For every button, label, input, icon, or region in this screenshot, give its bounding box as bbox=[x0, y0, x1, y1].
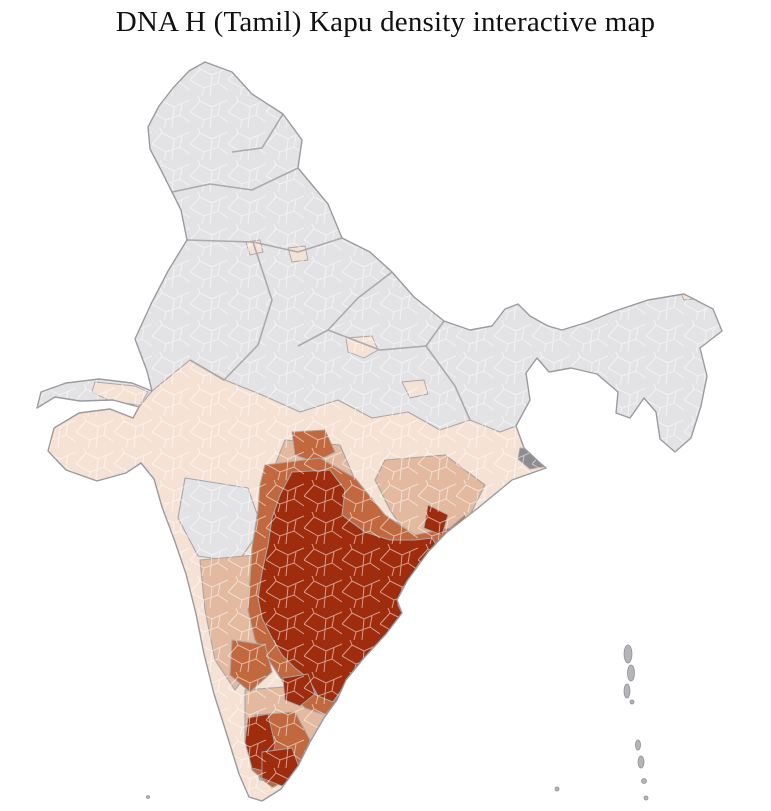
india-outline bbox=[36, 61, 723, 802]
page-title: DNA H (Tamil) Kapu density interactive m… bbox=[115, 6, 656, 38]
small-islets bbox=[146, 786, 560, 799]
state-borders bbox=[171, 113, 471, 421]
andaman-nicobar-islands[interactable] bbox=[623, 644, 649, 801]
